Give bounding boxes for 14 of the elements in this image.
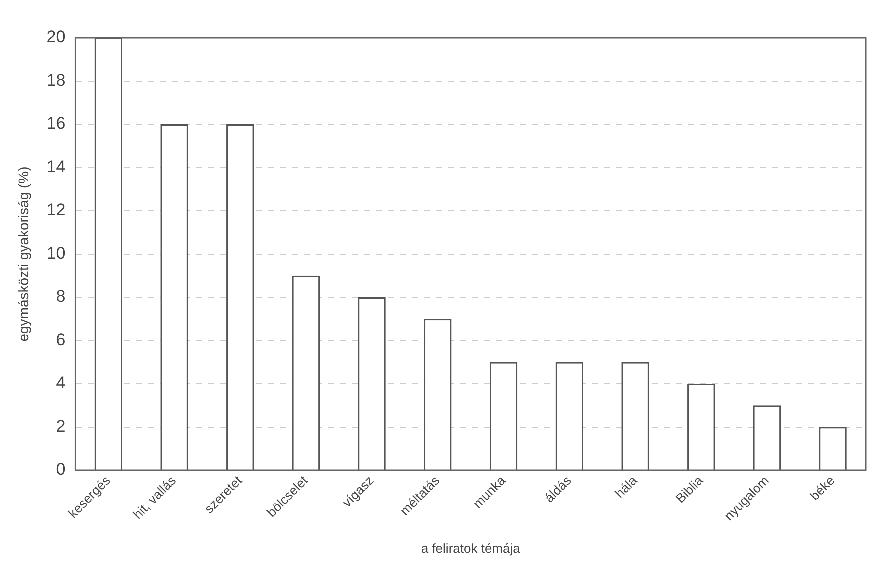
y-tick-label: 18 <box>46 70 66 90</box>
y-tick-label: 2 <box>56 416 66 436</box>
y-tick-label: 16 <box>46 114 66 134</box>
x-axis-title: a feliratok témája <box>421 540 522 556</box>
y-tick-label: 4 <box>56 374 66 393</box>
y-tick-label: 20 <box>46 28 66 47</box>
y-tick-label: 8 <box>56 287 66 306</box>
x-tick-label: hála <box>612 472 641 502</box>
y-axis-title: egymásközti gyakoriság (%) <box>15 166 32 342</box>
y-tick-label: 14 <box>46 157 66 176</box>
y-tick-label: 0 <box>56 460 66 480</box>
y-tick-label: 12 <box>46 200 66 220</box>
y-tick-label: 6 <box>56 330 66 350</box>
y-tick-label: 10 <box>46 244 66 263</box>
